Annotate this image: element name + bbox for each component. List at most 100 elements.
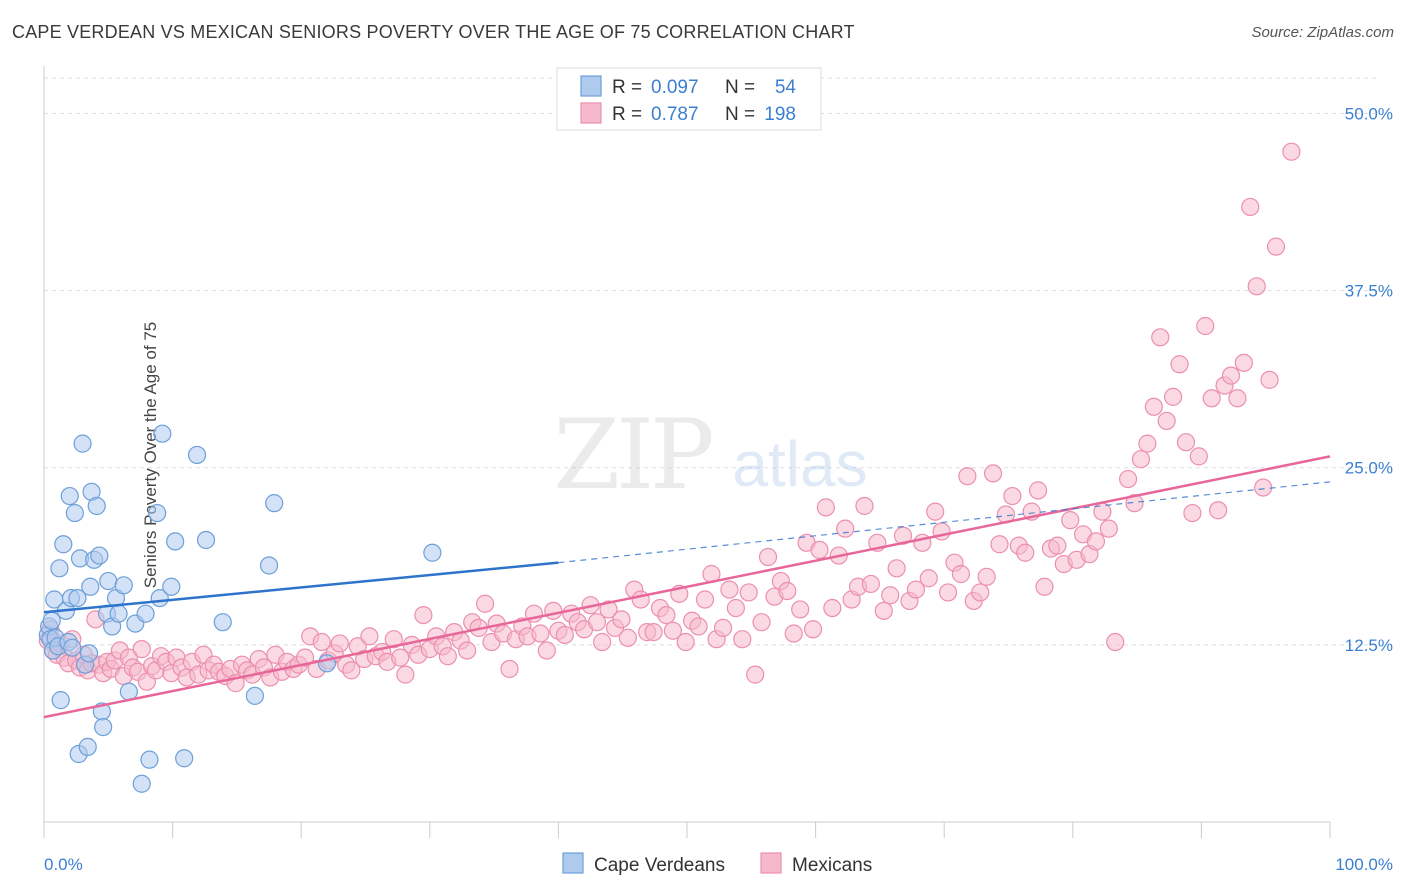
mexican-trend-line	[43, 455, 1331, 719]
series-legend: Cape Verdeans Mexicans	[562, 852, 872, 876]
mexican-point	[599, 600, 618, 619]
mexican-point	[132, 640, 151, 659]
mexican-point	[1196, 316, 1215, 336]
mexican-point	[1164, 387, 1183, 406]
mexican-point	[631, 590, 650, 609]
mexican-point	[1170, 355, 1189, 374]
cape-verdean-point	[166, 532, 185, 551]
chart-title: CAPE VERDEAN VS MEXICAN SENIORS POVERTY …	[12, 22, 855, 42]
cape-verdean-trend-line	[43, 561, 559, 614]
mexican-point	[1093, 502, 1112, 521]
mexican-point	[951, 564, 971, 584]
cape-verdean-point	[81, 577, 100, 596]
mexican-point	[803, 620, 823, 639]
mexican-point	[746, 665, 765, 684]
cape-verdean-series	[38, 424, 442, 793]
mexican-point	[644, 623, 663, 642]
mexican-point	[887, 559, 906, 578]
cape-verdean-point	[90, 546, 109, 565]
mexican-point	[926, 502, 945, 521]
mexican-point	[1131, 450, 1151, 469]
cape-verdean-point	[132, 774, 151, 793]
mexican-point	[1157, 411, 1176, 431]
cape-verdean-point	[60, 486, 79, 506]
mexican-point	[438, 647, 457, 666]
mexican-point	[778, 581, 797, 601]
mexican-point	[1209, 501, 1228, 520]
cape-verdean-point	[50, 559, 69, 578]
cape-verdean-point	[99, 571, 118, 591]
x-tick-label: 0.0%	[44, 855, 83, 874]
cape-verdean-point	[65, 503, 84, 523]
mexican-point	[663, 621, 682, 640]
y-tick-label: 25.0%	[1345, 459, 1393, 478]
mexican-point	[816, 498, 835, 517]
mexican-point	[1061, 511, 1080, 530]
legend-label-cape-verdeans: Cape Verdeans	[594, 855, 725, 876]
mexican-point	[758, 547, 778, 567]
mexican-point	[810, 540, 829, 560]
mexican-point	[977, 567, 996, 586]
mexican-point	[861, 574, 880, 594]
legend-r-value: 0.787	[651, 104, 699, 125]
mexican-point	[1028, 481, 1048, 500]
mexican-point	[1234, 353, 1253, 372]
mexican-point	[938, 583, 958, 602]
mexican-point	[990, 535, 1009, 554]
cape-verdean-point	[153, 424, 172, 443]
cape-verdean-point	[187, 445, 207, 465]
watermark: ZIP atlas	[553, 399, 867, 511]
cape-verdean-point	[245, 686, 265, 705]
mexican-point	[1241, 197, 1260, 217]
cape-verdean-point	[259, 556, 279, 575]
mexican-point	[983, 464, 1003, 483]
mexican-point	[618, 628, 637, 647]
legend-n-label: N =	[725, 104, 755, 125]
mexican-point	[1003, 486, 1022, 506]
cape-verdean-point	[42, 611, 61, 630]
y-tick-label: 50.0%	[1345, 104, 1393, 123]
mexican-point	[1086, 532, 1106, 551]
legend-n-label: N =	[725, 77, 755, 98]
mexican-point	[784, 624, 803, 643]
mexican-point	[396, 665, 415, 684]
mexican-point	[689, 617, 708, 636]
mexican-point	[1151, 328, 1170, 347]
mexican-point	[881, 586, 900, 605]
mexican-point	[836, 519, 855, 538]
cape-verdean-point	[79, 644, 99, 663]
mexican-point	[555, 625, 574, 645]
mexican-point	[958, 467, 977, 486]
mexican-point	[295, 648, 315, 667]
legend-n-value: 54	[775, 77, 797, 98]
cape-verdean-point	[68, 588, 87, 608]
cape-verdean-point	[109, 604, 128, 623]
mexican-point	[855, 496, 874, 516]
y-tick-label: 37.5%	[1345, 282, 1393, 301]
source-credit: Source: ZipAtlas.com	[1251, 24, 1394, 41]
mexican-point	[1247, 277, 1266, 296]
mexican-point	[971, 583, 990, 602]
mexican-point	[1221, 366, 1241, 385]
mexican-point	[1106, 632, 1125, 652]
cape-verdean-point	[196, 530, 216, 550]
legend-swatch-mexicans	[760, 852, 782, 874]
mexican-point	[1202, 389, 1221, 408]
mexican-point	[593, 632, 612, 652]
cape-verdean-point	[73, 434, 92, 453]
y-tick-label: 12.5%	[1345, 636, 1393, 655]
legend-label-mexicans: Mexicans	[792, 855, 872, 876]
mexican-point	[919, 569, 938, 588]
mexican-point	[1099, 519, 1118, 538]
cape-verdean-point	[78, 737, 97, 756]
mexican-point	[657, 605, 676, 625]
mexican-point	[1138, 434, 1157, 453]
cape-verdean-point	[265, 494, 284, 513]
cape-verdean-point	[213, 613, 232, 632]
mexican-point	[874, 601, 893, 620]
mexican-point	[695, 590, 715, 609]
cape-verdean-point	[63, 638, 82, 657]
cape-verdean-point	[148, 503, 167, 523]
mexican-point	[726, 598, 745, 618]
